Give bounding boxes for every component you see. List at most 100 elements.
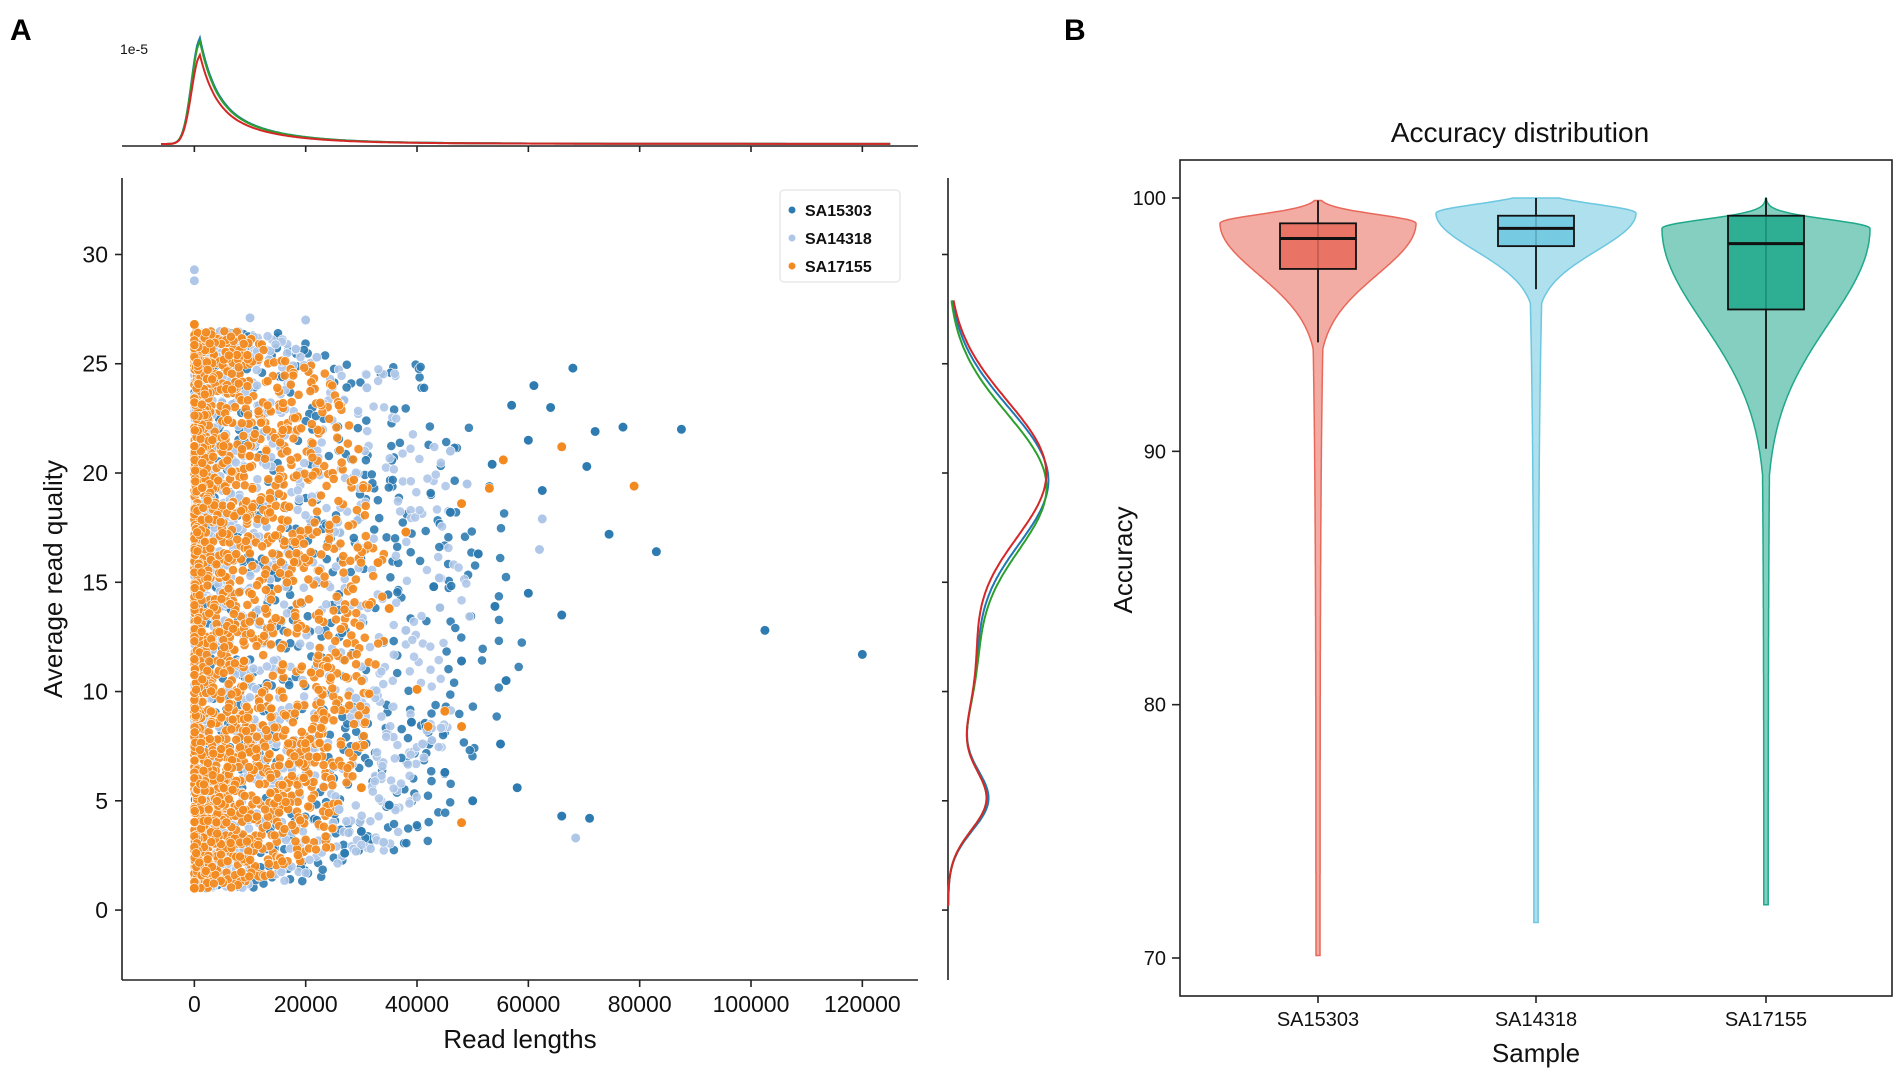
- scatter-point: [339, 655, 350, 666]
- scatter-point: [223, 794, 234, 805]
- scatter-point: [288, 370, 299, 381]
- y-tick-label: 10: [82, 679, 108, 705]
- scatter-point: [401, 537, 412, 547]
- scatter-point: [265, 639, 276, 650]
- scatter-point: [426, 766, 437, 777]
- scatter-point: [253, 406, 264, 417]
- scatter-point: [341, 359, 352, 370]
- scatter-point: [423, 790, 433, 801]
- scatter-point: [263, 474, 274, 485]
- scatter-point: [501, 572, 511, 582]
- scatter-point: [280, 725, 291, 736]
- scatter-point: [411, 820, 422, 831]
- scatter-point: [350, 800, 361, 811]
- y-tick-label: 0: [95, 897, 108, 923]
- scatter-point: [426, 681, 437, 692]
- scatter-point: [350, 574, 361, 585]
- scatter-point: [356, 557, 366, 568]
- scatter-point: [387, 474, 398, 485]
- scatter-point: [290, 611, 301, 622]
- scatter-point: [192, 527, 203, 538]
- scatter-point: [516, 637, 527, 648]
- scatter-point: [348, 454, 358, 465]
- scatter-point: [234, 851, 245, 862]
- scatter-point: [189, 806, 200, 816]
- scatter-point: [306, 419, 317, 429]
- y-tick-label: 5: [95, 788, 108, 814]
- scatter-point: [454, 709, 465, 719]
- scatter-point: [356, 839, 367, 850]
- scatter-point: [353, 405, 363, 416]
- scatter-point: [242, 381, 253, 392]
- scatter-point: [227, 784, 238, 795]
- scatter-point-sa15303: [857, 649, 868, 660]
- scatter-point: [360, 455, 371, 466]
- scatter-point: [307, 452, 318, 463]
- scatter-point-sa17155: [629, 481, 640, 492]
- scatter-point: [243, 410, 253, 421]
- scatter-point: [226, 466, 237, 477]
- scatter-point: [342, 763, 353, 773]
- scatter-point: [242, 600, 253, 610]
- scatter-point: [317, 864, 328, 875]
- scatter-point: [422, 836, 433, 846]
- scatter-point: [267, 548, 278, 559]
- scatter-point: [274, 807, 284, 818]
- scatter-point: [202, 758, 213, 769]
- scatter-point: [251, 731, 262, 742]
- scatter-point: [499, 508, 509, 519]
- violin-y-axis-title: Accuracy: [1108, 507, 1138, 614]
- scatter-point: [346, 630, 357, 641]
- scatter-point: [341, 777, 352, 788]
- scatter-point: [430, 469, 441, 480]
- scatter-point: [315, 668, 325, 679]
- scatter-point: [258, 650, 269, 660]
- scatter-point: [322, 742, 333, 753]
- scatter-point: [280, 797, 291, 807]
- scatter-point: [215, 517, 226, 527]
- scatter-point: [278, 398, 288, 408]
- scatter-point: [464, 745, 475, 756]
- scatter-point: [367, 786, 378, 797]
- scatter-point: [231, 549, 242, 559]
- scatter-point: [303, 574, 314, 585]
- scatter-point: [223, 583, 234, 594]
- x-tick-label: 40000: [385, 991, 449, 1017]
- scatter-point: [388, 649, 399, 660]
- scatter-point-sa15303: [556, 811, 567, 822]
- scatter-point: [364, 688, 375, 699]
- x-tick-label: 80000: [608, 991, 672, 1017]
- box-sa14318: [1497, 214, 1575, 248]
- scatter-point: [321, 599, 332, 610]
- scatter-point: [425, 664, 436, 675]
- scatter-point: [404, 798, 415, 809]
- scatter-point: [277, 856, 288, 867]
- scatter-point: [309, 517, 320, 528]
- scatter-point: [320, 831, 331, 842]
- scatter-point: [203, 804, 214, 815]
- scatter-point: [466, 526, 477, 537]
- scatter-series-sa14318: [189, 264, 581, 848]
- y-tick-label: 20: [82, 460, 108, 486]
- scatter-point-sa17155: [423, 721, 434, 732]
- scatter-point: [458, 737, 469, 748]
- scatter-point: [277, 659, 288, 670]
- scatter-point-sa14318: [300, 314, 311, 326]
- scatter-point: [319, 461, 330, 471]
- scatter-point: [226, 807, 236, 818]
- scatter-point: [348, 533, 359, 543]
- scatter-point-sa14318: [189, 275, 200, 286]
- scatter-point: [414, 372, 425, 383]
- scatter-point: [240, 536, 251, 546]
- scatter-point: [198, 779, 209, 790]
- scatter-point: [265, 772, 276, 783]
- scatter-point-sa15303: [523, 588, 534, 599]
- scatter-point: [331, 422, 342, 433]
- scatter-point: [298, 678, 309, 689]
- scatter-point: [289, 413, 300, 423]
- scatter-point: [404, 770, 415, 781]
- legend-label-sa17155: SA17155: [805, 259, 872, 276]
- violin-x-tick-label: SA14318: [1495, 1009, 1577, 1031]
- scatter-point: [303, 594, 314, 605]
- scatter-point: [335, 739, 346, 750]
